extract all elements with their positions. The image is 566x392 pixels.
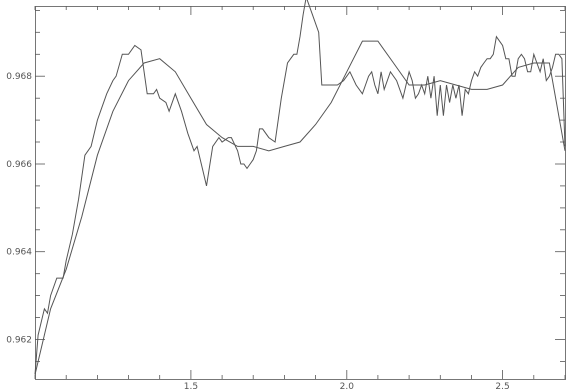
smoothed-series-line	[34, 40, 566, 375]
x-tick-label: 2.5	[495, 382, 509, 392]
axes-group	[35, 6, 566, 380]
y-tick-label: 0.962	[6, 336, 32, 346]
ticks-group	[34, 6, 566, 379]
series-group	[34, 0, 566, 375]
tick-labels-group: 1.5 2.0 2.5 0.962 0.964 0.966 0.968	[6, 72, 510, 392]
y-tick-label: 0.966	[6, 160, 32, 170]
raw-series-line	[34, 0, 566, 375]
x-tick-label: 2.0	[340, 382, 355, 392]
y-tick-label: 0.964	[6, 248, 32, 258]
x-tick-label: 1.5	[184, 382, 198, 392]
y-tick-label: 0.968	[6, 72, 32, 82]
plot-frame	[35, 6, 566, 380]
